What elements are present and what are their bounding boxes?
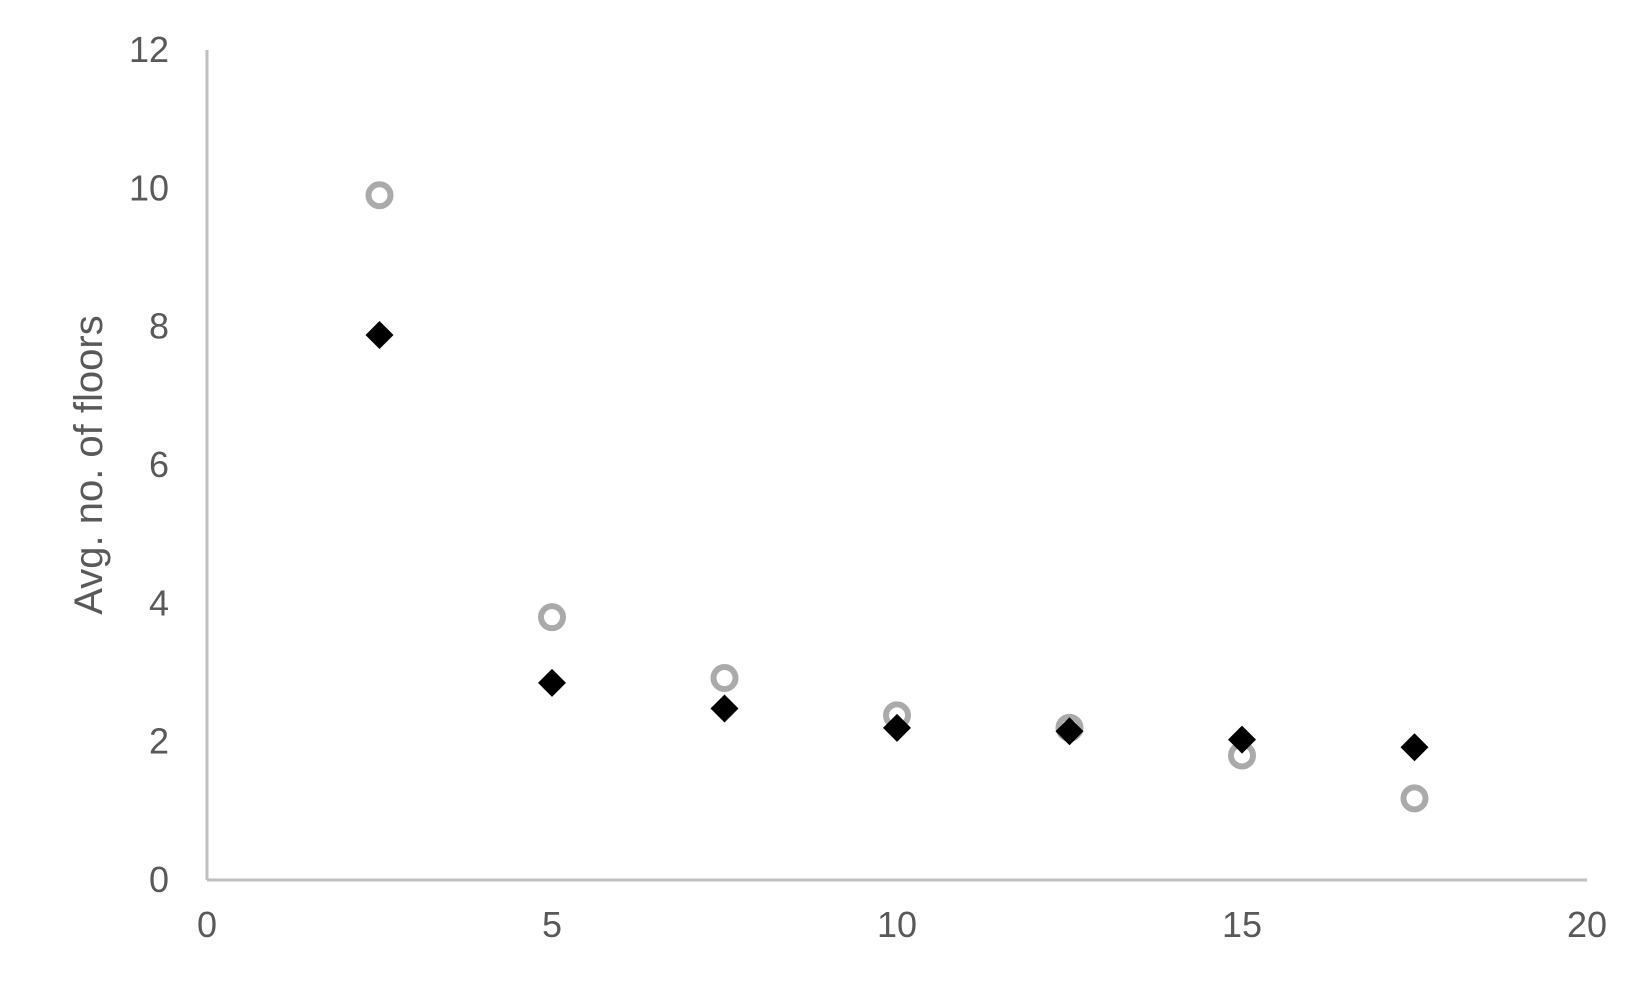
y-tick-label: 4 bbox=[149, 582, 169, 623]
y-axis-title: Avg. no. of floors bbox=[67, 315, 111, 614]
y-tick-label: 8 bbox=[149, 306, 169, 347]
x-tick-label: 10 bbox=[877, 904, 917, 945]
open-circle-point bbox=[1400, 784, 1429, 813]
diamond-point bbox=[1055, 717, 1084, 746]
diamond-point bbox=[1400, 733, 1429, 762]
x-tick-label: 15 bbox=[1222, 904, 1262, 945]
y-tick-label: 0 bbox=[149, 859, 169, 900]
y-tick-label: 6 bbox=[149, 444, 169, 485]
diamond-point bbox=[710, 694, 739, 723]
open-circle-point bbox=[365, 181, 394, 210]
y-tick-label: 12 bbox=[129, 29, 169, 70]
x-tick-label: 5 bbox=[542, 904, 562, 945]
y-tick-label: 10 bbox=[129, 167, 169, 208]
diamond-point bbox=[538, 668, 566, 697]
diamond-point bbox=[883, 713, 911, 742]
y-tick-labels: 0 2 4 6 8 10 12 bbox=[129, 29, 169, 900]
diamond-point bbox=[1228, 725, 1256, 754]
x-tick-labels: 0 5 10 15 20 bbox=[197, 904, 1607, 945]
open-circle-point bbox=[538, 603, 566, 632]
x-tick-label: 0 bbox=[197, 904, 217, 945]
diamond-point bbox=[365, 320, 394, 349]
y-tick-label: 2 bbox=[149, 721, 169, 762]
plot-points bbox=[365, 181, 1429, 813]
open-circle-point bbox=[710, 664, 739, 693]
x-tick-label: 20 bbox=[1567, 904, 1607, 945]
